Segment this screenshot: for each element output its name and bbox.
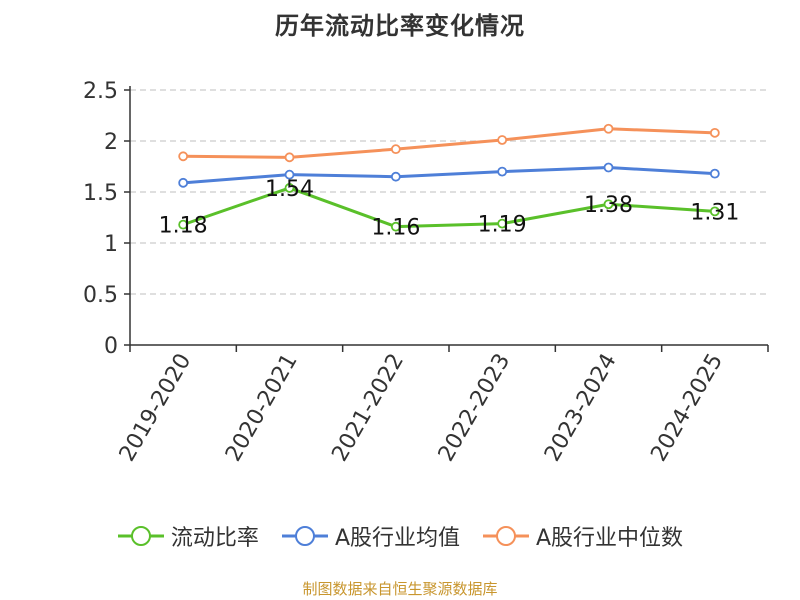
series-point [709,168,720,179]
legend-line-circle-icon [117,526,164,546]
data-label: 1.31 [690,200,739,225]
chart-title: 历年流动比率变化情况 [275,12,525,40]
x-tick-label: 2022-2023 [434,349,516,465]
x-tick-label: 2019-2020 [115,350,197,466]
series-point [497,218,508,229]
y-tick-label: 1.5 [83,181,118,206]
y-tick-label: 1 [104,232,118,257]
series-point [497,135,508,145]
series-point [603,123,614,134]
series-point [284,152,295,163]
series-point [284,183,295,193]
series-point [390,171,401,182]
legend-label: 流动比率 [170,526,259,551]
legend-line-circle-icon [281,526,328,546]
x-tick-label: 2020-2021 [221,350,303,466]
legend-line-circle-icon [483,526,529,546]
legend: 流动比率 A股行业均值 A股行业中位数 [0,520,800,552]
data-label: 1.19 [478,213,527,238]
y-tick-label: 0 [104,334,118,359]
series-line [183,127,715,159]
series-point [178,177,189,188]
data-label: 1.18 [159,214,208,239]
legend-label: A股行业中位数 [536,526,684,551]
series-lines [178,123,720,232]
y-tick-label: 2.5 [83,79,118,104]
axes: 0 0.5 1 1.5 2 2.5 2019-2020 2020-2021 2021-2022 2… [83,79,769,466]
legend-label: A股行业均值 [334,526,460,551]
series-point [390,221,401,232]
series-line [183,166,715,185]
legend-item[interactable]: A股行业中位数 [482,520,683,552]
data-label: 1.16 [371,216,420,241]
series-point [284,169,295,180]
data-label: 1.38 [584,193,633,218]
series-point [603,162,614,173]
series-point [178,151,189,162]
series-point [390,144,401,155]
legend-item[interactable]: 流动比率 [117,520,259,552]
series-point [709,127,720,138]
grid-lines [130,89,768,295]
x-tick-label: 2021-2022 [327,350,409,466]
series-point [497,166,508,177]
y-tick-label: 0.5 [83,283,118,308]
y-tick-label: 2 [104,130,118,155]
series-point [178,219,189,230]
series-point [709,206,720,217]
series-point [603,199,614,210]
data-labels: 1.18 1.54 1.16 1.19 1.38 1.31 [159,177,740,241]
x-tick-label: 2024-2025 [646,350,728,466]
x-tick-label: 2023-2024 [540,350,622,466]
source-note: 制图数据来自恒生聚源数据库 [302,580,498,598]
data-label: 1.54 [265,177,314,202]
series-line [182,186,715,229]
legend-item[interactable]: A股行业均值 [281,520,460,552]
